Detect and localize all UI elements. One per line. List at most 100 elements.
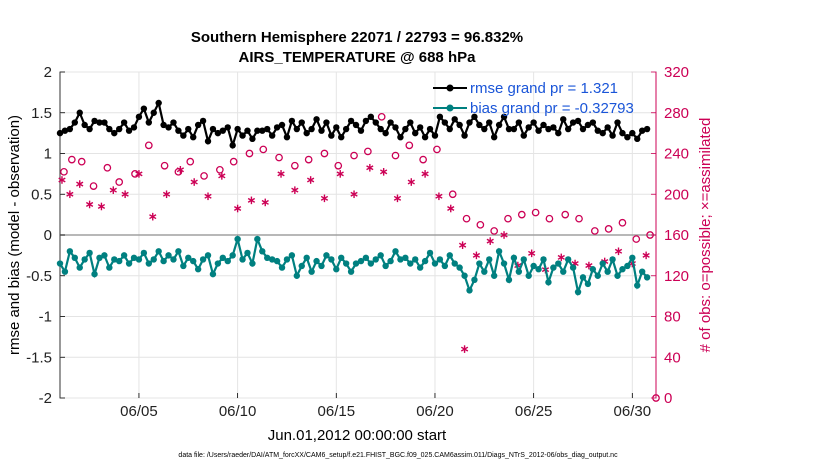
obs-assimilated-marker xyxy=(557,253,565,262)
obs-assimilated-marker xyxy=(261,198,269,207)
bias-point xyxy=(199,256,207,263)
obs-assimilated-marker xyxy=(458,241,467,249)
obs-assimilated-stroke xyxy=(162,191,171,197)
obs-assimilated-stroke xyxy=(76,181,84,187)
rmse-point xyxy=(175,127,182,134)
obs-possible-marker xyxy=(320,149,329,158)
chart-subtitle: AIRS_TEMPERATURE @ 688 hPa xyxy=(239,49,477,66)
bias-point xyxy=(160,257,167,265)
rmse-point xyxy=(268,132,276,139)
rmse-point xyxy=(357,127,365,134)
bias-point xyxy=(214,260,222,267)
obs-possible-marker xyxy=(405,141,414,150)
rmse-point xyxy=(86,125,93,133)
bias-point xyxy=(101,252,108,259)
bias-point xyxy=(579,274,587,281)
obs-assimilated-marker xyxy=(380,168,388,176)
obs-possible-marker xyxy=(646,231,654,239)
rmse-point xyxy=(510,125,518,133)
bias-point xyxy=(333,266,340,273)
rmse-point xyxy=(525,124,532,131)
obs-assimilated-stroke xyxy=(121,191,129,197)
bias-point xyxy=(283,256,291,263)
bias-point xyxy=(515,268,523,275)
obs-assimilated-stroke xyxy=(190,179,198,185)
rmse-point xyxy=(619,129,626,137)
rmse-point xyxy=(550,124,557,131)
rmse-point xyxy=(451,116,458,123)
right-y-tick-label: 120 xyxy=(664,268,689,285)
rmse-point xyxy=(120,119,128,126)
obs-assimilated-stroke xyxy=(472,252,481,258)
bias-point xyxy=(520,256,527,263)
obs-assimilated-marker xyxy=(109,186,117,194)
obs-assimilated-stroke xyxy=(261,199,269,205)
obs-assimilated-marker xyxy=(291,186,299,194)
x-tick-label: 06/15 xyxy=(318,403,356,420)
rmse-point xyxy=(224,124,231,131)
bias-point xyxy=(357,257,365,265)
obs-assimilated-marker xyxy=(435,192,443,201)
rmse-point xyxy=(185,125,192,133)
right-y-tick-label: 80 xyxy=(664,309,681,326)
obs-assimilated-marker xyxy=(350,190,358,199)
bias-point xyxy=(308,268,315,275)
bias-point xyxy=(303,254,310,262)
obs-assimilated-marker xyxy=(149,212,157,221)
bias-point xyxy=(224,257,231,265)
rmse-point xyxy=(441,119,449,126)
obs-assimilated-marker xyxy=(366,163,374,172)
rmse-point xyxy=(165,124,172,131)
rmse-point xyxy=(392,124,399,131)
bias-point xyxy=(545,279,552,286)
rmse-point xyxy=(555,129,562,137)
obs-assimilated-stroke xyxy=(557,254,565,260)
bias-point xyxy=(125,260,133,267)
bias-point xyxy=(619,266,626,273)
obs-assimilated-marker xyxy=(247,196,256,205)
obs-assimilated-stroke xyxy=(486,238,494,244)
obs-possible-marker xyxy=(448,190,457,199)
obs-assimilated-marker xyxy=(460,345,469,353)
rmse-point xyxy=(456,121,463,129)
bias-point xyxy=(614,272,621,279)
rmse-point xyxy=(490,134,498,141)
rmse-point xyxy=(505,125,513,133)
obs-assimilated-stroke xyxy=(233,206,242,212)
bias-point xyxy=(436,256,444,263)
rmse-point xyxy=(318,127,325,134)
obs-possible-marker xyxy=(545,214,554,223)
rmse-point xyxy=(382,129,389,137)
left-y-axis-label: rmse and bias (model - observation) xyxy=(6,115,23,355)
right-y-tick-label: 240 xyxy=(664,146,689,163)
obs-possible-marker xyxy=(103,163,112,172)
rmse-point xyxy=(180,132,187,139)
obs-assimilated-stroke xyxy=(421,171,429,177)
bias-point xyxy=(81,256,88,263)
obs-assimilated-marker xyxy=(85,200,94,209)
obs-possible-marker xyxy=(275,153,283,162)
rmse-point xyxy=(61,127,69,134)
rmse-point xyxy=(476,121,483,129)
rmse-point xyxy=(298,119,305,126)
obs-assimilated-marker xyxy=(614,247,623,256)
obs-assimilated-marker xyxy=(66,190,74,199)
obs-assimilated-marker xyxy=(58,176,66,184)
obs-possible-marker xyxy=(652,394,660,402)
x-axis: 06/05 06/10 06/15 06/20 06/25 06/30 xyxy=(120,393,651,420)
left-y-tick-label: -1 xyxy=(39,309,52,326)
rmse-point xyxy=(421,134,429,141)
rmse-point xyxy=(436,113,444,121)
bias-point xyxy=(638,268,646,275)
obs-count-series xyxy=(58,112,660,402)
rmse-point xyxy=(56,129,64,137)
obs-possible-marker xyxy=(304,155,313,164)
obs-assimilated-marker xyxy=(320,194,329,203)
obs-possible-marker xyxy=(632,235,641,243)
bias-point xyxy=(259,248,266,255)
bias-point xyxy=(550,264,557,271)
right-y-tick-label: 280 xyxy=(664,105,689,122)
bias-point xyxy=(175,248,182,255)
rmse-point xyxy=(264,125,271,133)
rmse-point xyxy=(387,119,394,126)
